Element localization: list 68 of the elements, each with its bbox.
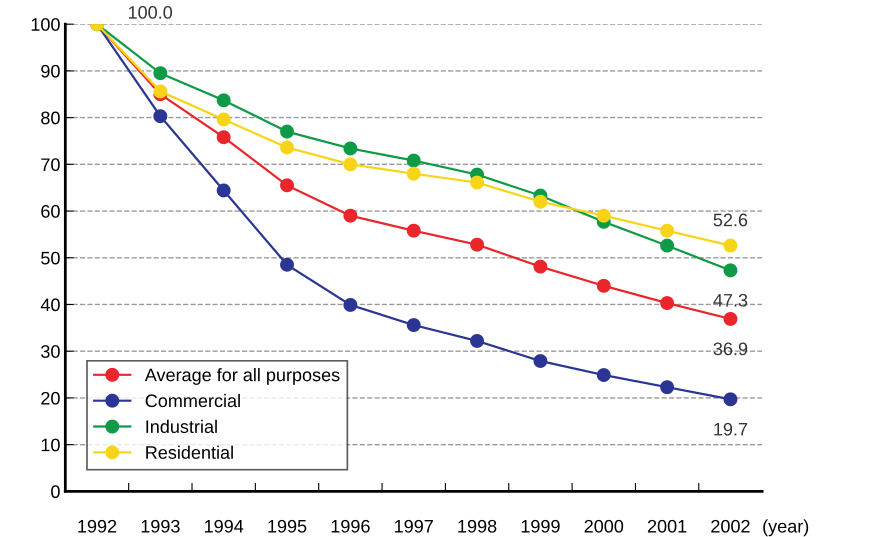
- point: [724, 263, 738, 278]
- point: [153, 109, 168, 124]
- y-tick-label: 60: [41, 204, 60, 218]
- y-tick-label: 10: [42, 438, 60, 452]
- point: [343, 141, 358, 156]
- x-tick-label: 2000: [584, 520, 624, 533]
- annotation: 100.0: [128, 6, 172, 19]
- point: [343, 298, 358, 312]
- y-tick-label: 80: [41, 112, 60, 124]
- point: [153, 84, 168, 98]
- x-tick-label: 1999: [522, 520, 560, 533]
- point: [470, 238, 484, 252]
- y-tick-label: 70: [41, 158, 60, 172]
- x-tick-label: 1993: [142, 520, 180, 533]
- point: [280, 178, 294, 192]
- y-tick-label: 20: [41, 392, 60, 405]
- point: [216, 184, 231, 198]
- point: [216, 93, 231, 108]
- point: [216, 112, 231, 126]
- point: [406, 154, 421, 168]
- y-tick-label: 40: [40, 298, 60, 312]
- x-tick-label: 1997: [395, 520, 433, 533]
- point: [216, 130, 231, 144]
- x-tick-label: 2002: [711, 520, 750, 533]
- y-tick-label: 30: [41, 345, 60, 358]
- point: [596, 278, 611, 293]
- legend-label: Average for all purposes: [144, 368, 340, 385]
- point: [470, 176, 484, 190]
- point: [724, 238, 738, 253]
- point: [153, 66, 168, 80]
- legend-label: Industrial: [146, 420, 217, 434]
- point: [660, 238, 674, 253]
- point: [343, 157, 358, 172]
- x-tick-label: 1998: [458, 520, 496, 533]
- x-tick-label: 2001: [648, 520, 686, 533]
- point: [343, 208, 358, 223]
- y-tick-label: 90: [41, 64, 60, 78]
- y-tick-label: 100: [32, 18, 60, 31]
- annotation: 52.6: [714, 214, 748, 226]
- legend-label: Residential: [146, 446, 233, 459]
- point: [280, 124, 294, 139]
- point: [724, 392, 738, 406]
- point: [470, 334, 484, 348]
- legend-label: Commercial: [146, 394, 240, 408]
- point: [406, 318, 421, 332]
- point: [660, 296, 674, 310]
- point: [406, 166, 421, 181]
- point: [724, 312, 738, 326]
- x-tick-label: 1992: [78, 520, 116, 533]
- point: [280, 258, 294, 272]
- point: [596, 368, 611, 382]
- x-tick-label: 1994: [204, 520, 244, 533]
- point: [533, 260, 548, 274]
- annotation: 36.9: [714, 342, 748, 356]
- point: [406, 224, 421, 238]
- y-tick-label: 0: [51, 485, 60, 498]
- point: [280, 140, 294, 154]
- point: [533, 354, 548, 368]
- point: [660, 224, 674, 238]
- point: [533, 194, 548, 209]
- x-tick-label: 1996: [332, 520, 370, 533]
- x-tick-label: 1995: [268, 520, 306, 533]
- point: [596, 208, 611, 223]
- point: [660, 380, 674, 394]
- y-tick-label: 50: [41, 252, 60, 264]
- x-axis-title: (year): [763, 519, 808, 536]
- annotation: 47.3: [713, 294, 748, 307]
- annotation: 19.7: [714, 422, 748, 436]
